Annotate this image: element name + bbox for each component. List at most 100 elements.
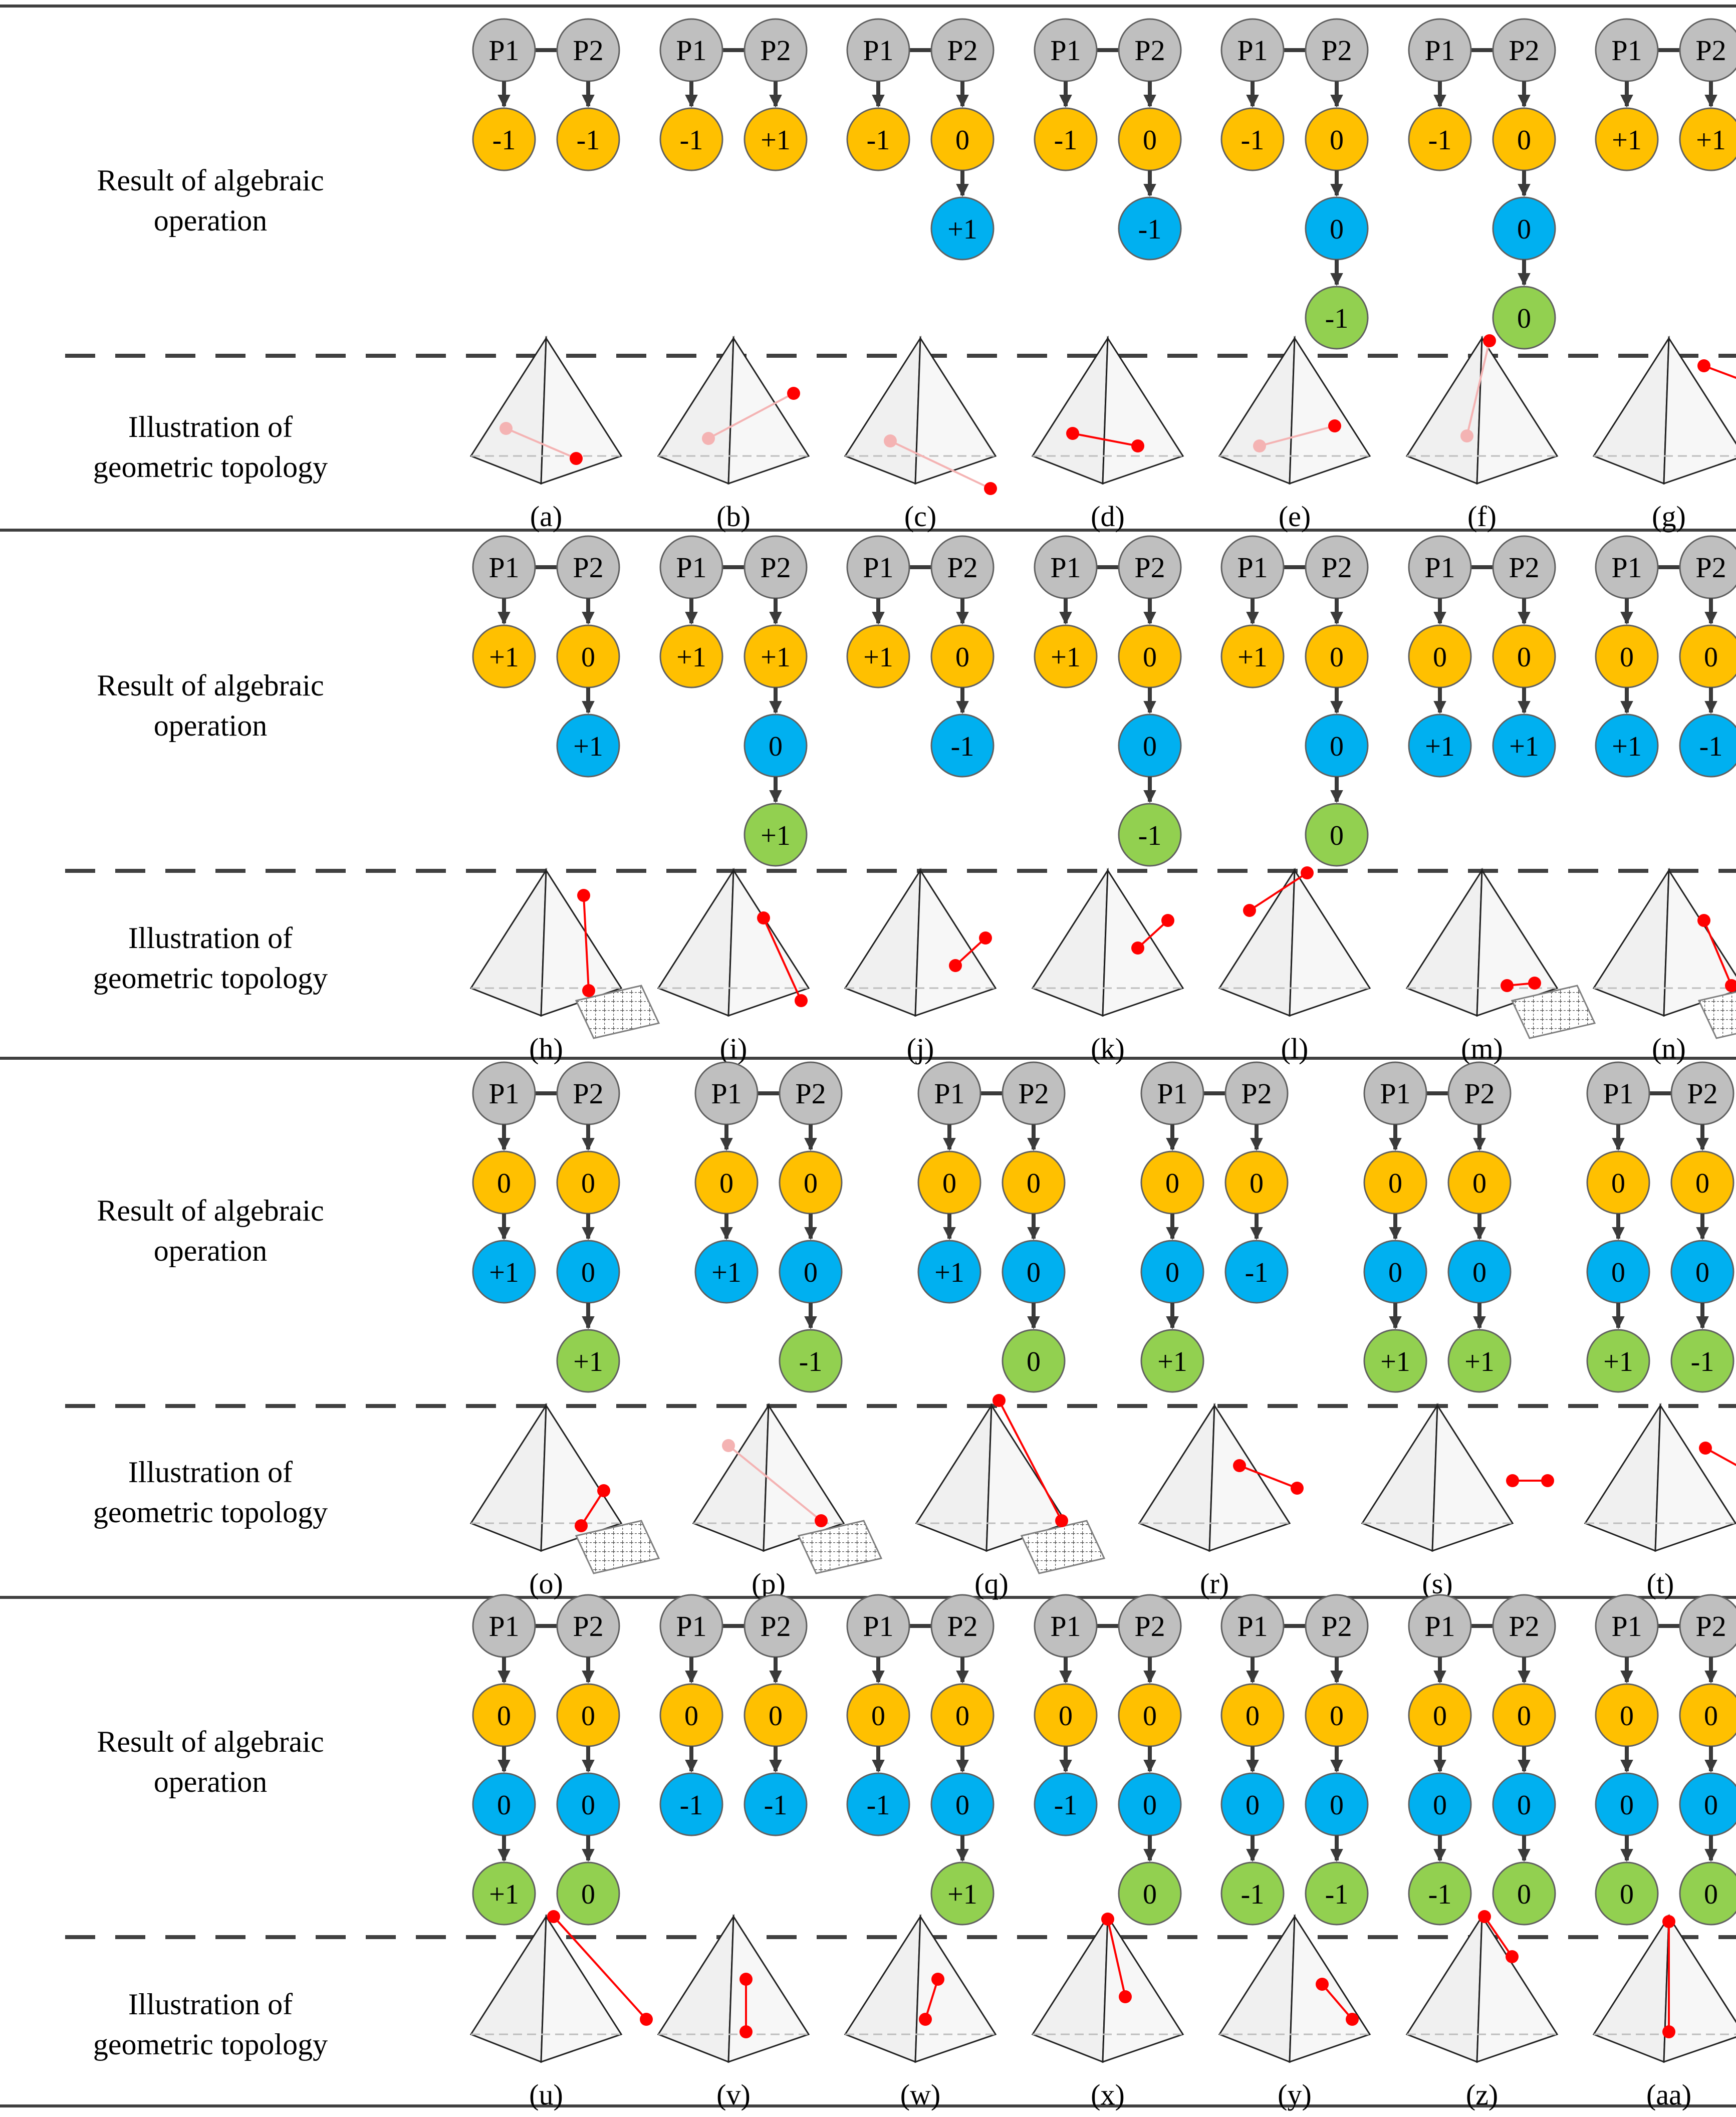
contact-point: [1316, 1978, 1329, 1991]
value-label: +1: [934, 1257, 964, 1288]
value-label: 0: [1027, 1257, 1041, 1288]
contact-point: [1131, 942, 1144, 955]
pyramid-shape: [657, 1914, 810, 2063]
pyramid-shape: [1218, 867, 1371, 1017]
value-label: 0: [1143, 642, 1157, 673]
value-label: +1: [1237, 642, 1268, 673]
value-label: 0: [1388, 1168, 1402, 1199]
contact-line: [998, 1400, 1063, 1521]
value-label: -1: [1241, 125, 1265, 156]
pyramid-shape: [1031, 335, 1184, 485]
case-d: P1 -1 P2 0 -1 (d): [1031, 18, 1184, 533]
pyramid-shape: [1405, 335, 1559, 485]
contact-point: [984, 482, 997, 495]
value-label: 0: [1330, 820, 1344, 851]
contact-point: [1460, 429, 1473, 442]
pyramid-shape: [1031, 1914, 1184, 2063]
value-label: -1: [1245, 1257, 1269, 1288]
contact-line: [924, 1979, 939, 2020]
pyramid-shape: [1031, 867, 1184, 1017]
point-label: P2: [1695, 1610, 1726, 1642]
contact-line: [763, 917, 802, 1001]
case-y: P1 0 0 -1 P2 0 0 -1 (y): [1218, 1594, 1371, 2111]
contact-point: [795, 994, 808, 1007]
value-label: 0: [1517, 125, 1531, 156]
contact-line: [1703, 365, 1736, 379]
value-label: -1: [1325, 303, 1349, 334]
contact-line: [1705, 1447, 1736, 1466]
value-node: [1305, 803, 1369, 867]
value-label: +1: [947, 214, 977, 245]
value-node: [1220, 1861, 1285, 1926]
case-g: P1 +1 P2 +1 (g): [1592, 18, 1736, 533]
contact-point: [1662, 1915, 1675, 1928]
case-caption: (q): [974, 1567, 1009, 1600]
pyramid-face-right: [1208, 1403, 1291, 1552]
pyramid-face-right: [1289, 336, 1371, 485]
value-node: [917, 1240, 981, 1304]
point-label: P2: [947, 1610, 977, 1642]
value-label: 0: [497, 1790, 511, 1821]
case-caption: (e): [1279, 500, 1311, 533]
contact-line: [506, 427, 577, 459]
case-h: P1 +1 P2 0 +1 (h): [469, 535, 660, 1065]
pyramid-face-left: [1584, 1402, 1661, 1552]
point-label: P2: [1695, 551, 1726, 584]
algebraic-row-label-3: Result of algebraic operation: [97, 1194, 324, 1267]
pyramid-face-right: [1102, 1914, 1184, 2063]
contact-line: [1321, 1983, 1353, 2020]
point-label: P1: [1050, 1610, 1081, 1642]
algebraic-row-label-2: Result of algebraic operation: [97, 669, 324, 742]
pyramid-face-right: [1102, 336, 1184, 485]
value-node: [472, 107, 536, 171]
value-label: +1: [573, 731, 603, 762]
case-caption: (z): [1466, 2078, 1498, 2111]
point-label: P2: [1509, 1610, 1539, 1642]
value-node: [1595, 1861, 1659, 1926]
value-label: -1: [1054, 125, 1078, 156]
case-t: P1 0 0 +1 P2 0 0 -1 (t): [1584, 1061, 1736, 1600]
contact-point: [1243, 904, 1256, 917]
value-node: [556, 714, 620, 778]
contact-point: [1291, 1482, 1304, 1495]
value-label: -1: [1138, 820, 1162, 851]
case-caption: (n): [1652, 1032, 1686, 1065]
value-label: +1: [1612, 125, 1642, 156]
value-node: [1034, 1772, 1098, 1836]
contact-line: [553, 1916, 647, 2020]
value-node: [556, 107, 620, 171]
value-label: 0: [581, 1790, 595, 1821]
pyramid-shape: [1361, 1402, 1514, 1552]
value-label: -1: [764, 1790, 788, 1821]
value-node: [1679, 1861, 1736, 1926]
pyramid-shape: [1138, 1402, 1291, 1552]
value-label: 0: [1143, 731, 1157, 762]
value-label: +1: [1464, 1346, 1495, 1377]
point-label: P1: [1237, 1610, 1268, 1642]
pyramid-face-right: [540, 336, 623, 485]
case-z: P1 0 0 -1 P2 0 0 0 (z): [1405, 1594, 1559, 2111]
contact-point: [722, 1439, 735, 1452]
point-label: P1: [1424, 551, 1455, 584]
contact-point: [1478, 1910, 1491, 1923]
value-label: 0: [581, 1257, 595, 1288]
value-label: 0: [1143, 1879, 1157, 1910]
point-label: P2: [1134, 551, 1165, 584]
pyramid-face-right: [1663, 1914, 1736, 2063]
value-node: [743, 803, 808, 867]
value-label: 0: [1059, 1701, 1073, 1732]
value-node: [1305, 1861, 1369, 1926]
value-node: [1670, 1329, 1734, 1393]
pyramid-face-right: [1663, 336, 1736, 485]
case-caption: (j): [907, 1032, 934, 1065]
case-n: P1 0 +1 P2 0 -1 (n): [1592, 535, 1736, 1065]
point-label: P2: [760, 1610, 791, 1642]
point-label: P1: [1603, 1077, 1633, 1110]
value-label: 0: [1517, 303, 1531, 334]
value-label: 0: [1517, 1879, 1531, 1910]
value-label: 0: [1611, 1168, 1625, 1199]
value-node: [659, 624, 723, 688]
value-label: 0: [1704, 1879, 1718, 1910]
pyramid-face-left: [1218, 867, 1296, 1017]
